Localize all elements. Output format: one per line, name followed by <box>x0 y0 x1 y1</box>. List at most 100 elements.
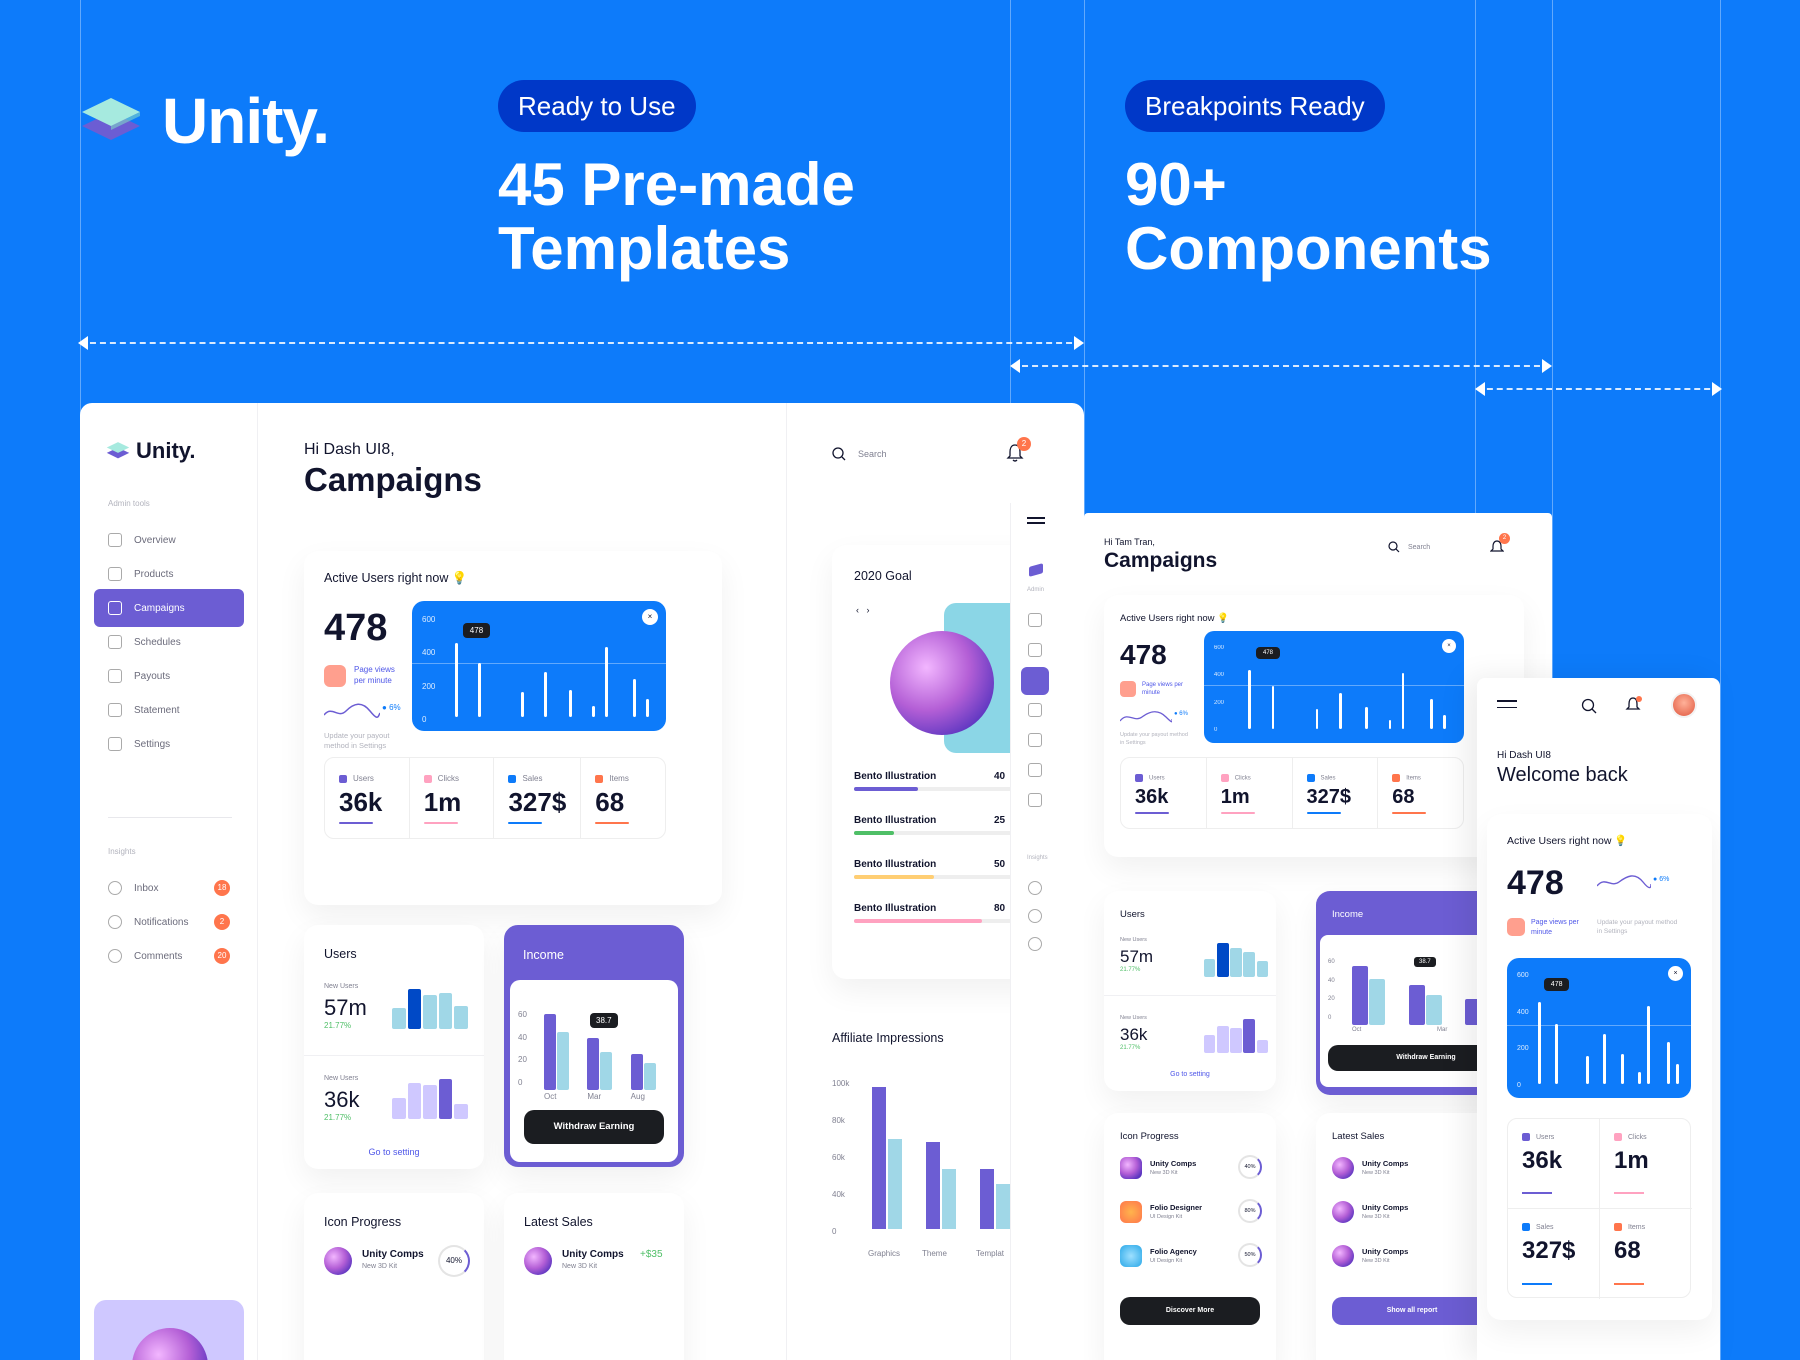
sidebar-logo[interactable]: Unity. <box>106 438 195 464</box>
page-views-label: Page views per minute <box>1142 682 1184 696</box>
withdraw-button[interactable]: Withdraw Earning <box>524 1110 664 1144</box>
icon-progress-title: Icon Progress <box>1120 1131 1179 1142</box>
sidebar-item-statement[interactable]: Statement <box>94 691 244 729</box>
go-setting-link[interactable]: Go to setting <box>1170 1071 1210 1078</box>
headline-line: Components <box>1125 215 1492 282</box>
stat-underline <box>339 822 373 824</box>
stat-value: 1m <box>423 787 462 817</box>
users-value-a: 57m <box>324 995 367 1020</box>
stat-label-text: Users <box>353 774 374 783</box>
mini-insight-icon[interactable] <box>1028 937 1042 951</box>
item-name: Unity Comps <box>1362 1203 1409 1212</box>
go-setting-link[interactable]: Go to setting <box>368 1147 420 1157</box>
bell-icon[interactable] <box>1625 696 1642 714</box>
y-tick: 400 <box>1517 1008 1529 1016</box>
item-name: Unity Comps <box>362 1249 424 1260</box>
menu-icon[interactable] <box>1497 700 1517 712</box>
chart-bar <box>1646 1006 1650 1084</box>
item-sub: UI Design Kit <box>1150 1214 1183 1220</box>
x-tick: Graphics <box>868 1249 901 1258</box>
item-sub: New 3D Kit <box>562 1263 598 1270</box>
sidebar-item-overview[interactable]: Overview <box>94 521 244 559</box>
item-sub: UI Design Kit <box>1150 1258 1183 1264</box>
search-bar[interactable]: Search <box>832 447 887 461</box>
y-tick: 60 <box>518 1010 527 1019</box>
sidebar-item-label: Comments <box>134 950 183 962</box>
stat-label: Items <box>1392 774 1449 782</box>
notif-dot <box>1636 696 1642 702</box>
trend-value: 6% <box>389 703 401 712</box>
search-input[interactable]: Search <box>1408 543 1431 551</box>
close-icon[interactable]: × <box>1442 639 1456 653</box>
y-tick: 60k <box>832 1153 845 1162</box>
bento-label: Bento Illustration <box>854 815 937 826</box>
payouts-icon <box>108 669 122 683</box>
notifications-icon <box>108 915 122 929</box>
stat-label: Items <box>1614 1223 1678 1231</box>
chart-bar <box>1676 1064 1680 1084</box>
mini-nav-icon[interactable] <box>1028 703 1042 717</box>
sidebar-item-products[interactable]: Products <box>94 555 244 593</box>
income-x-axis: Oct Mar <box>1348 1027 1518 1037</box>
chart-bar <box>478 663 482 717</box>
x-tick: Mar <box>1437 1027 1448 1033</box>
stat-value: 1m <box>1220 786 1250 808</box>
users-pct-b: 21.77% <box>1120 1045 1141 1051</box>
bell-icon[interactable]: 2 <box>1489 533 1510 555</box>
sidebar-item-settings[interactable]: Settings <box>94 725 244 763</box>
sidebar-item-schedules[interactable]: Schedules <box>94 623 244 661</box>
mini-nav-icon[interactable] <box>1028 733 1042 747</box>
users-bar <box>1230 948 1242 977</box>
icon-progress-title: Icon Progress <box>324 1215 402 1229</box>
discover-button[interactable]: Discover More <box>1120 1297 1260 1325</box>
avatar[interactable] <box>1671 692 1697 718</box>
x-tick: Oct <box>544 1092 557 1101</box>
mobile-mockup: Hi Dash UI8 Welcome back Active Users ri… <box>1477 678 1720 1360</box>
count-badge: 2 <box>214 914 230 930</box>
search-icon[interactable] <box>1581 698 1597 714</box>
menu-icon[interactable] <box>1027 517 1045 519</box>
show-report-button[interactable]: Show all report <box>1332 1297 1492 1325</box>
y-tick: 20 <box>1328 996 1335 1002</box>
mini-nav-icon[interactable] <box>1028 793 1042 807</box>
mini-insights-label: Insights <box>1027 855 1048 861</box>
mini-insight-icon[interactable] <box>1028 881 1042 895</box>
active-users-title: Active Users right now 💡 <box>1507 835 1628 847</box>
mini-insight-icon[interactable] <box>1028 909 1042 923</box>
sidebar-item-payouts[interactable]: Payouts <box>94 657 244 695</box>
y-tick: 40 <box>518 1032 527 1042</box>
chart-bar <box>1248 669 1251 729</box>
y-tick: 600 <box>1517 972 1529 979</box>
y-tick: 200 <box>422 681 436 691</box>
sidebar-item-comments[interactable]: Comments 20 <box>94 937 244 975</box>
users-pct-b: 21.77% <box>324 1113 352 1122</box>
search-input[interactable]: Search <box>858 449 887 459</box>
goal-nav-arrows[interactable]: ‹ › <box>856 605 870 615</box>
stat-users: Users 36k <box>1121 758 1207 828</box>
close-icon[interactable]: × <box>1668 966 1683 981</box>
new-users-label: New Users <box>1120 1015 1147 1021</box>
active-users-title: Active Users right now 💡 <box>1120 613 1229 624</box>
bell-icon[interactable]: 2 <box>1006 437 1031 463</box>
stat-label-text: Items <box>609 774 629 783</box>
sidebar-item-label: Settings <box>134 738 171 750</box>
mini-nav-icon[interactable] <box>1028 643 1042 657</box>
tablet-search[interactable]: Search <box>1388 541 1430 553</box>
mini-nav-icon[interactable] <box>1028 763 1042 777</box>
stat-label: Sales <box>1306 774 1364 782</box>
stat-dot <box>1306 774 1315 782</box>
close-icon[interactable]: × <box>642 609 658 625</box>
sidebar-item-notifications[interactable]: Notifications 2 <box>94 903 244 941</box>
comments-icon <box>108 949 122 963</box>
users-bar <box>1204 959 1216 977</box>
sales-item: Unity Comps New 3D Kit <box>1332 1201 1522 1245</box>
income-panel: Income 60 40 20 0 38.7 Oct Mar Aug Withdraw E… <box>504 925 684 1167</box>
stat-items: Items 68 <box>581 758 665 838</box>
mini-nav-icon[interactable] <box>1021 667 1049 695</box>
income-bar <box>600 1051 613 1090</box>
sidebar-item-campaigns[interactable]: Campaigns <box>94 589 244 627</box>
mini-nav-icon[interactable] <box>1028 613 1042 627</box>
bento-row: Bento Illustration 50 <box>854 859 1074 903</box>
sidebar-item-inbox[interactable]: Inbox 18 <box>94 869 244 907</box>
stat-sales: Sales 327$ <box>1508 1209 1600 1299</box>
